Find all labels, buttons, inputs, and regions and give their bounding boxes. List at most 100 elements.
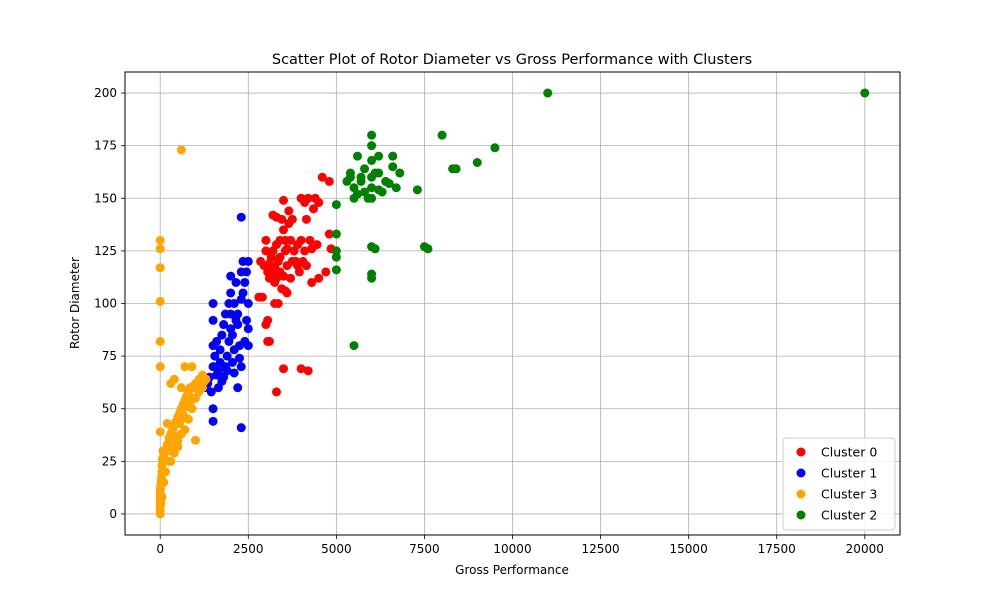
data-point xyxy=(261,235,271,245)
data-point xyxy=(423,244,433,254)
data-point xyxy=(273,299,283,308)
chart-title: Scatter Plot of Rotor Diameter vs Gross … xyxy=(272,52,752,68)
data-point xyxy=(261,246,271,256)
data-point xyxy=(345,172,355,182)
data-point xyxy=(293,261,303,271)
data-point xyxy=(208,315,218,325)
data-point xyxy=(234,353,244,363)
data-point xyxy=(303,193,313,203)
data-point xyxy=(374,151,384,161)
data-point xyxy=(300,246,310,256)
data-point xyxy=(180,412,190,422)
data-point xyxy=(215,345,225,355)
data-point xyxy=(187,404,197,414)
x-tick-label: 2500 xyxy=(233,542,264,556)
y-tick-label: 175 xyxy=(94,139,117,153)
data-point xyxy=(180,362,190,372)
data-point xyxy=(377,187,387,197)
data-point xyxy=(370,244,380,254)
legend-label: Cluster 0 xyxy=(821,445,877,460)
data-point xyxy=(155,296,165,306)
legend: Cluster 0 Cluster 1 Cluster 3 Cluster 2 xyxy=(782,437,896,531)
data-point xyxy=(472,157,482,167)
x-tick-label: 17500 xyxy=(758,542,796,556)
data-point xyxy=(395,168,405,178)
data-point xyxy=(296,364,306,374)
data-point xyxy=(275,252,285,262)
data-point xyxy=(286,273,296,283)
data-point xyxy=(155,427,165,437)
data-point xyxy=(301,214,311,224)
data-point xyxy=(243,299,253,308)
x-tick-label: 10000 xyxy=(493,542,531,556)
data-point xyxy=(287,214,297,224)
data-point xyxy=(220,309,230,319)
data-point xyxy=(176,383,186,393)
data-point xyxy=(176,429,186,439)
legend-label: Cluster 3 xyxy=(821,487,877,502)
data-point xyxy=(264,336,274,346)
data-point xyxy=(279,271,289,281)
data-point xyxy=(280,286,290,296)
data-point xyxy=(226,288,236,298)
data-point xyxy=(437,130,447,140)
y-tick-label: 75 xyxy=(102,349,117,363)
data-point xyxy=(331,252,341,262)
x-tick-label: 5000 xyxy=(321,542,352,556)
data-point xyxy=(159,477,169,487)
data-point xyxy=(206,387,216,397)
data-point xyxy=(305,235,315,245)
data-point xyxy=(227,330,237,340)
data-point xyxy=(268,271,278,281)
data-point xyxy=(217,330,227,340)
legend-box xyxy=(782,437,896,531)
data-point xyxy=(236,362,246,372)
data-point xyxy=(222,366,232,376)
data-point xyxy=(222,351,232,361)
data-point xyxy=(331,200,341,210)
legend-marker xyxy=(796,489,806,499)
data-point xyxy=(236,212,246,222)
data-point xyxy=(314,273,324,283)
data-point xyxy=(236,423,246,433)
y-tick-label: 125 xyxy=(94,244,117,258)
data-point xyxy=(264,259,274,269)
x-tick-label: 20000 xyxy=(846,542,884,556)
data-point xyxy=(381,176,391,186)
data-point xyxy=(210,351,220,361)
data-point xyxy=(198,383,207,393)
data-point xyxy=(367,273,377,283)
data-point xyxy=(279,364,289,374)
data-point xyxy=(155,336,165,346)
data-point xyxy=(169,374,179,384)
x-tick-label: 12500 xyxy=(581,542,619,556)
data-point xyxy=(224,299,234,308)
data-point xyxy=(451,164,461,174)
data-point xyxy=(217,376,227,386)
data-point xyxy=(282,244,292,254)
data-point xyxy=(190,435,200,445)
data-point xyxy=(296,235,306,245)
axis-ticks: 0 2500 5000 7500 10000 12500 15000 17500 20000 0 2… xyxy=(94,86,884,556)
data-point xyxy=(156,498,166,508)
data-point xyxy=(412,185,422,195)
data-point xyxy=(208,404,218,414)
data-point xyxy=(360,164,370,174)
data-point xyxy=(155,362,165,372)
data-point xyxy=(155,244,165,254)
data-point xyxy=(279,225,289,235)
data-point xyxy=(263,315,273,325)
legend-label: Cluster 2 xyxy=(821,508,877,523)
data-point xyxy=(168,442,178,452)
data-point xyxy=(279,195,289,205)
data-point xyxy=(353,189,362,199)
data-point xyxy=(201,374,211,384)
data-point xyxy=(331,265,341,275)
data-point xyxy=(243,256,253,266)
data-point xyxy=(490,143,500,153)
data-point xyxy=(860,88,870,98)
legend-marker xyxy=(796,447,806,457)
data-point xyxy=(155,263,165,273)
data-point xyxy=(242,315,252,325)
data-point xyxy=(231,277,241,287)
